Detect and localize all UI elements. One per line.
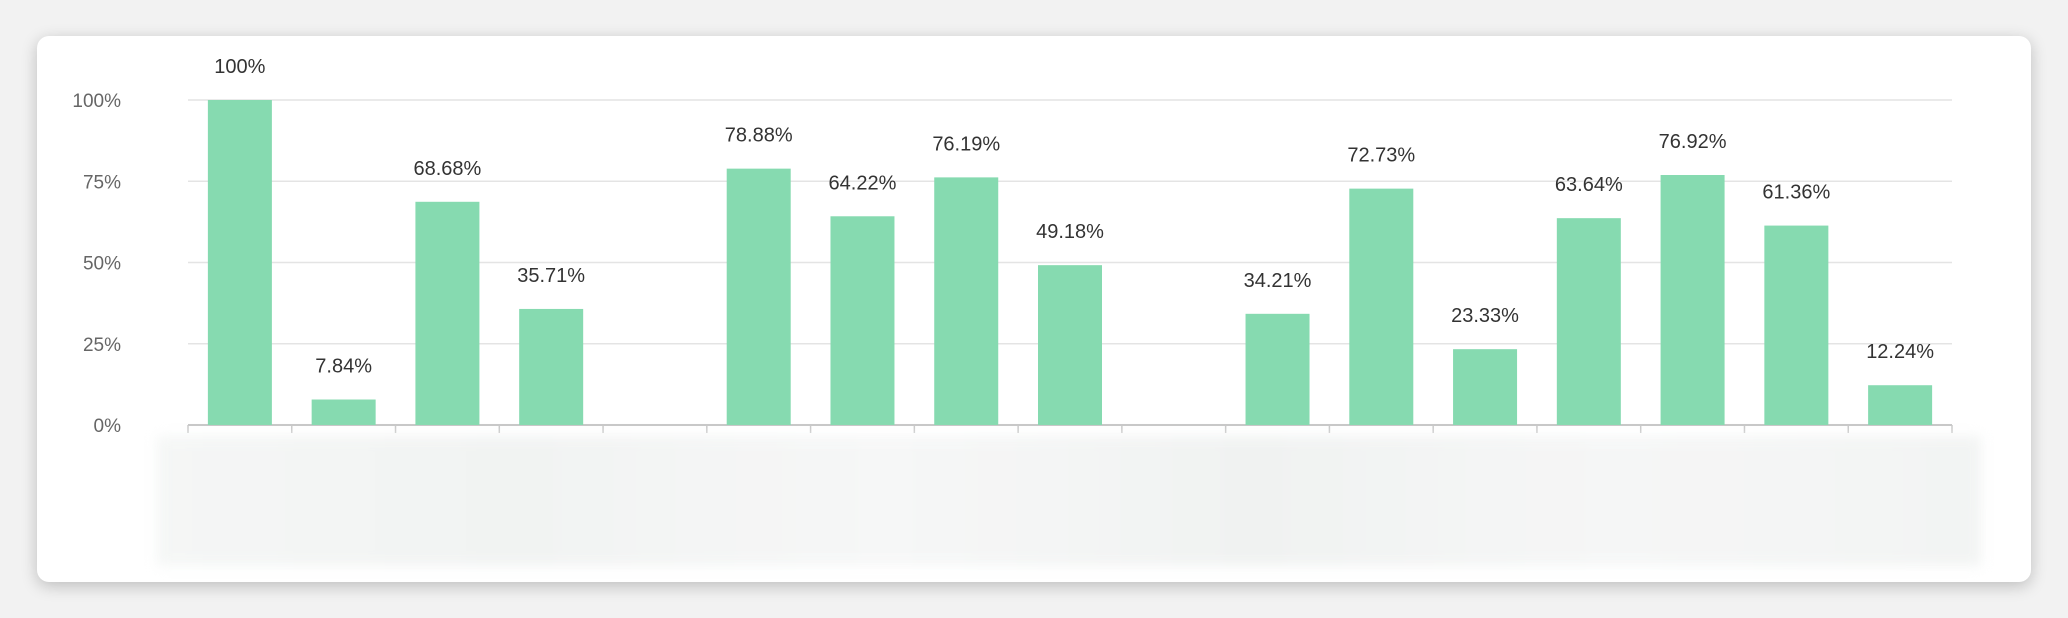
bar [1038, 265, 1102, 425]
bar-data-label: 34.21% [1244, 270, 1312, 292]
y-tick-label: 25% [83, 335, 121, 356]
bar-data-label: 49.18% [1036, 221, 1104, 243]
bar [207, 100, 272, 425]
bar-data-label: 100% [214, 56, 265, 78]
y-tick-label: 100% [72, 91, 121, 112]
bar [1349, 188, 1414, 425]
bar-data-label: 68.68% [413, 158, 481, 180]
y-tick-label: 75% [83, 172, 121, 193]
bar [934, 177, 999, 425]
y-tick-label: 0% [94, 416, 122, 437]
bar-data-label: 61.36% [1762, 182, 1830, 204]
bar-data-label: 64.22% [829, 172, 897, 194]
bar-data-label: 78.88% [725, 125, 793, 147]
bar [1660, 175, 1725, 425]
chart-card: 0% 25% 50% 75% 100% 100% 7.84% 68.68% 35.71% 78.… [37, 36, 2031, 582]
bar [519, 308, 584, 425]
bar-data-label: 12.24% [1866, 341, 1934, 363]
bar-data-label: 72.73% [1347, 145, 1415, 167]
bar [1453, 349, 1518, 425]
bar [1868, 385, 1933, 425]
bar [830, 216, 895, 425]
bar-data-label: 35.71% [517, 265, 585, 287]
bar-data-label: 23.33% [1451, 305, 1519, 327]
data-labels: 100% 7.84% 68.68% 35.71% 78.88% 64.22% 76.19% 4… [214, 56, 1934, 378]
bar [1556, 218, 1621, 425]
y-axis-tick-labels: 0% 25% 50% 75% 100% [72, 91, 121, 437]
bar-chart: 0% 25% 50% 75% 100% 100% 7.84% 68.68% 35.71% 78.… [72, 56, 1953, 437]
bar-data-label: 63.64% [1555, 174, 1623, 196]
bar-data-label: 76.92% [1659, 131, 1727, 153]
bar [1764, 225, 1829, 425]
bars [207, 100, 1933, 425]
bar [726, 168, 791, 425]
y-tick-label: 50% [83, 254, 121, 275]
x-axis [187, 424, 1953, 433]
bar [415, 201, 480, 425]
bar [1245, 313, 1310, 425]
bar-data-label: 7.84% [315, 356, 372, 378]
blurred-x-axis-labels [157, 436, 1981, 566]
bar [311, 399, 376, 425]
bar-data-label: 76.19% [932, 133, 1000, 155]
